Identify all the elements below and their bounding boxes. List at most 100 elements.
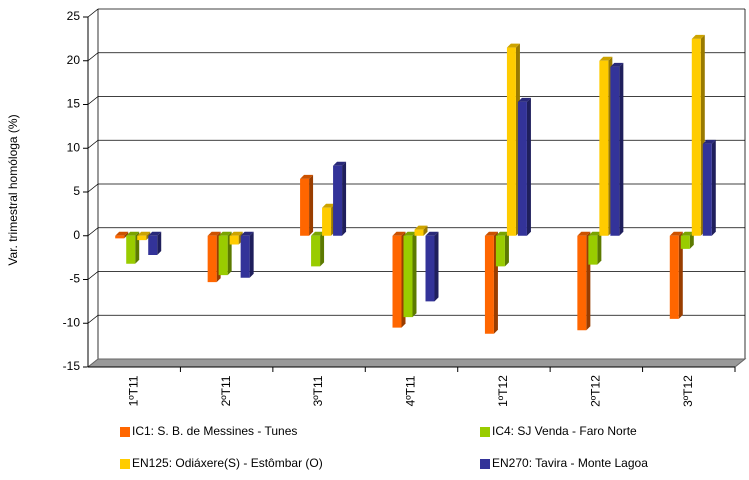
bar <box>495 235 505 267</box>
bar-top <box>115 231 129 236</box>
bar-top <box>517 97 531 102</box>
bar-top <box>506 43 520 48</box>
bar <box>506 47 516 236</box>
bar-side <box>423 225 428 236</box>
bar <box>311 235 321 267</box>
grid-line-side <box>87 183 99 193</box>
bar-side <box>711 139 716 236</box>
bar <box>115 235 125 239</box>
bar-side <box>597 231 602 265</box>
bar <box>392 235 402 328</box>
bar-top <box>240 231 254 236</box>
bar <box>702 143 712 236</box>
bar-top <box>414 225 428 230</box>
bar-top <box>495 231 509 236</box>
bar-top <box>610 62 624 67</box>
bar-side <box>124 231 129 239</box>
bar-top <box>588 231 602 236</box>
bar <box>126 235 136 264</box>
y-tick-label: 10 <box>67 140 81 154</box>
legend-label: IC4: SJ Venda - Faro Norte <box>492 424 637 438</box>
bar <box>517 101 527 236</box>
grid-line-side <box>87 52 99 62</box>
bar-side <box>412 231 417 318</box>
x-tick-label: 3ºT11 <box>311 375 325 406</box>
bar-side <box>526 97 531 236</box>
bar-side <box>157 231 162 255</box>
legend-swatch <box>480 427 490 437</box>
legend-label: IC1: S. B. de Messines - Tunes <box>132 424 297 438</box>
grid-line-side <box>87 227 99 237</box>
bar <box>322 207 332 236</box>
bar <box>484 235 494 334</box>
x-tick-label: 1ºT12 <box>496 375 510 407</box>
y-tick-label: 0 <box>73 228 80 242</box>
y-tick-label: -15 <box>63 359 81 373</box>
legend-label: EN270: Tavira - Monte Lagoa <box>492 456 648 470</box>
grid-line-side <box>87 139 99 149</box>
bar-side <box>249 231 254 278</box>
bar-top <box>322 203 336 208</box>
bar <box>300 178 310 236</box>
floor <box>86 358 747 368</box>
grid-line-side <box>87 271 99 280</box>
bar <box>229 235 239 245</box>
y-tick-label: 15 <box>67 97 81 111</box>
grid-line-side <box>87 314 99 324</box>
bar <box>680 235 690 249</box>
y-tick-label: 20 <box>67 53 81 67</box>
bar-side <box>504 231 509 267</box>
bar <box>333 165 343 236</box>
x-tick-label: 1ºT11 <box>126 375 140 406</box>
bar <box>588 235 598 265</box>
bar-top <box>680 231 694 236</box>
bar <box>599 60 609 236</box>
legend-swatch <box>120 459 130 469</box>
x-tick-label: 4ºT11 <box>404 375 418 406</box>
bar-top <box>669 231 683 236</box>
bar-top <box>137 231 151 236</box>
bar-top <box>691 34 705 39</box>
bar-top <box>311 231 325 236</box>
x-tick-label: 2ºT11 <box>219 375 233 406</box>
bar-side <box>689 231 694 249</box>
bar-top <box>702 139 716 144</box>
bar-top <box>392 231 406 236</box>
legend-swatch <box>480 459 490 469</box>
legend-label: EN125: Odiáxere(S) - Estômbar (O) <box>132 456 323 470</box>
grid-line-side <box>87 96 99 105</box>
bar-side <box>342 161 347 236</box>
bar <box>403 235 413 318</box>
bar <box>137 235 147 241</box>
bar-top <box>425 231 439 236</box>
y-axis-label: Var. trimestral homóloga (%) <box>6 114 20 265</box>
bar-top <box>484 231 498 236</box>
bar <box>691 38 701 236</box>
bar-top <box>403 231 417 236</box>
y-tick-label: 5 <box>73 184 80 198</box>
bar-side <box>434 231 439 302</box>
bar-top <box>207 231 221 236</box>
bar <box>577 235 587 331</box>
bar-top <box>599 56 613 61</box>
bar-top <box>218 231 232 236</box>
bar-side <box>619 62 624 236</box>
y-tick-label: -5 <box>69 272 80 286</box>
bar-top <box>333 161 347 166</box>
bar-top <box>577 231 591 236</box>
x-tick-label: 2ºT12 <box>589 375 603 407</box>
bar <box>207 235 217 283</box>
bar <box>218 235 228 276</box>
bar <box>414 229 424 236</box>
x-tick-label: 3ºT12 <box>681 375 695 407</box>
bar <box>148 235 158 255</box>
bar <box>669 235 679 319</box>
bar <box>240 235 250 278</box>
bar <box>610 66 620 236</box>
y-tick-label: -10 <box>63 315 81 329</box>
bar-top <box>300 174 314 179</box>
bar <box>425 235 435 302</box>
bar-top <box>229 231 243 236</box>
y-tick-label: 25 <box>67 9 81 23</box>
